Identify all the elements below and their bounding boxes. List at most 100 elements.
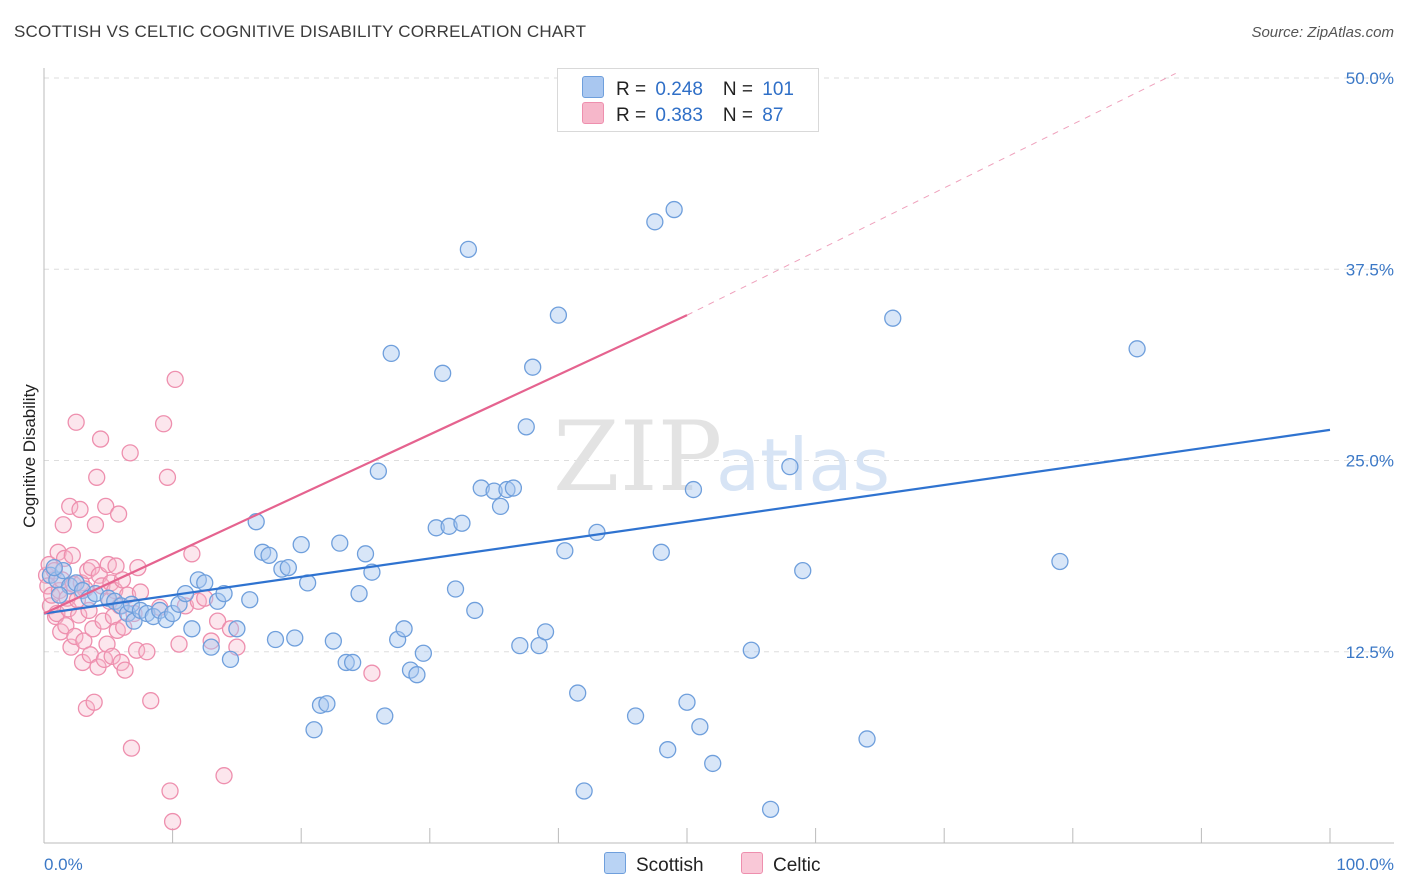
scottish-point — [343, 653, 362, 672]
celtic-point — [161, 782, 179, 800]
trend-lines — [43, 72, 1331, 615]
legend-item-celtic[interactable]: Celtic — [741, 852, 821, 877]
x-tick-label-min: 0.0% — [44, 855, 83, 874]
scottish-point — [318, 695, 336, 713]
celtic-point — [121, 444, 139, 462]
celtic-point — [85, 693, 103, 711]
celtic-point — [176, 597, 195, 615]
celtic-point — [97, 497, 115, 516]
scottish-point — [684, 480, 703, 499]
celtic-point — [63, 546, 81, 565]
scottish-point — [504, 479, 523, 497]
legend-item-scottish[interactable]: Scottish — [604, 852, 704, 877]
chart-title: SCOTTISH VS CELTIC COGNITIVE DISABILITY … — [14, 22, 587, 41]
scottish-points — [41, 99, 1146, 818]
celtic-point — [61, 497, 79, 516]
celtic-point — [94, 612, 112, 630]
r-value: 0.248 — [655, 79, 703, 100]
scottish-point — [646, 213, 664, 231]
scottish-point — [50, 586, 69, 604]
celtic-point — [67, 413, 85, 431]
scottish-point — [388, 630, 407, 649]
celtic-point — [115, 618, 133, 636]
celtic-point — [88, 468, 106, 486]
n-value: 101 — [762, 79, 794, 100]
scottish-point — [286, 629, 304, 647]
scottish-point — [54, 562, 72, 580]
scottish-point — [665, 200, 683, 219]
scottish-point — [511, 636, 529, 655]
celtic-point — [158, 468, 177, 486]
x-ticks — [172, 828, 1331, 843]
celtic-point — [116, 661, 134, 679]
scottish-point — [215, 584, 233, 603]
celtic-point — [208, 612, 227, 630]
legend-row-celtic: R = 0.383 N = 87 — [582, 102, 783, 126]
scottish-point — [434, 364, 452, 382]
scottish-point — [466, 601, 484, 620]
axes — [43, 68, 1394, 844]
scottish-point — [228, 620, 246, 638]
scottish-point — [414, 644, 433, 662]
celtic-point — [202, 632, 220, 650]
scottish-point — [794, 562, 812, 580]
scottish-point — [858, 730, 876, 748]
scottish-point — [45, 558, 63, 577]
watermark-zip: ZIP — [553, 401, 722, 513]
scottish-point — [1051, 552, 1069, 571]
scottish-point — [440, 517, 458, 535]
scottish-point — [678, 693, 696, 711]
legend-row-scottish: R = 0.248 N = 101 — [582, 76, 794, 100]
watermark-atlas: atlas — [716, 423, 890, 507]
scottish-point — [453, 514, 471, 532]
scottish-point — [157, 610, 175, 629]
y-axis-label: Cognitive Disability — [20, 384, 39, 528]
scottish-point — [311, 696, 330, 714]
scottish-point — [337, 653, 355, 672]
scottish-swatch — [582, 76, 604, 98]
scottish-point — [125, 612, 143, 630]
celtic-point — [363, 664, 381, 682]
scottish-point — [884, 309, 902, 327]
y-tick-label: 50.0% — [1346, 69, 1394, 88]
scottish-point — [781, 457, 799, 476]
y-tick-label: 37.5% — [1346, 260, 1394, 279]
scottish-point — [369, 462, 388, 480]
celtic-point — [103, 647, 121, 665]
celtic-point — [154, 415, 173, 433]
scottish-point — [376, 707, 394, 725]
scottish-point — [382, 344, 400, 363]
grid-lines — [44, 77, 1394, 653]
scottish-point — [202, 638, 220, 656]
scottish-point — [459, 240, 478, 259]
scottish-legend-swatch — [604, 852, 626, 874]
scottish-point — [273, 560, 291, 578]
scottish-point — [183, 620, 201, 638]
scottish-point — [395, 620, 413, 638]
scottish-point — [266, 630, 285, 649]
n-label: N = — [722, 79, 759, 100]
scottish-point — [408, 666, 426, 684]
scottish-point — [742, 641, 760, 659]
scottish-point — [659, 741, 677, 759]
scottish-point — [536, 623, 555, 641]
scottish-point — [549, 306, 568, 324]
celtic-point — [215, 767, 233, 785]
y-tick-label: 12.5% — [1346, 643, 1394, 662]
y-tick-label: 25.0% — [1346, 452, 1394, 471]
stats-legend: R = 0.248 N = 101 R = 0.383 N = 87 — [557, 68, 819, 132]
scottish-point — [170, 595, 188, 613]
scottish-point — [575, 782, 593, 800]
r-label: R = — [616, 105, 652, 126]
scottish-legend-label: Scottish — [636, 855, 704, 876]
celtic-point — [170, 635, 188, 653]
celtic-point — [86, 516, 105, 534]
celtic-point — [109, 505, 128, 523]
scottish-point — [196, 574, 214, 592]
celtic-trend-line — [43, 314, 688, 615]
scottish-point — [350, 584, 368, 603]
celtic-legend-swatch — [741, 852, 763, 874]
scottish-point — [556, 542, 574, 560]
scottish-point — [626, 707, 645, 725]
